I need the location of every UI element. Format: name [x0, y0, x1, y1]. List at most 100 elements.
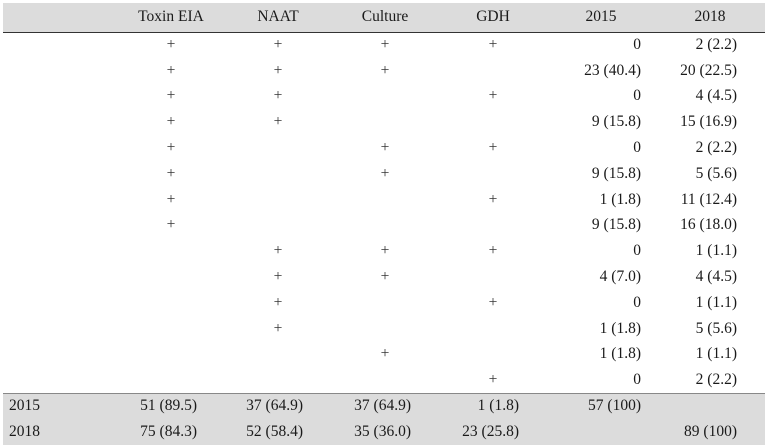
- marker-cell: +: [488, 87, 498, 105]
- marker-cell: +: [380, 139, 390, 157]
- table-row: + + +0 2 (2.2): [3, 135, 765, 161]
- summary-year-label: 2015: [3, 392, 117, 420]
- count-2018-cell: 2 (2.2): [695, 371, 737, 388]
- marker-cell: +: [273, 242, 283, 260]
- count-2018-cell: 5 (5.6): [695, 164, 737, 182]
- marker-cell: +: [273, 293, 283, 311]
- marker-cell: [225, 135, 331, 161]
- count-2015-cell: 0: [633, 371, 641, 388]
- summary-value-cell: 23 (25.8): [462, 423, 519, 441]
- summary-value-cell: 37 (64.9): [225, 392, 331, 420]
- count-2015-cell: 0: [633, 139, 641, 157]
- marker-cell: [439, 316, 547, 342]
- row-label-cell: [3, 187, 117, 213]
- summary-value-cell: 75 (84.3): [140, 423, 197, 441]
- table-row: +9 (15.8) 16 (18.0): [3, 213, 765, 239]
- marker-cell: [117, 316, 225, 342]
- header-cell-naat: NAAT: [225, 3, 331, 33]
- row-label-cell: [3, 238, 117, 264]
- count-2015-cell: 0: [633, 293, 641, 311]
- row-label-cell: [3, 58, 117, 84]
- marker-cell: [117, 342, 225, 368]
- row-label-cell: [3, 84, 117, 110]
- marker-cell: [331, 290, 439, 316]
- table-row: + +9 (15.8) 15 (16.9): [3, 109, 765, 135]
- marker-cell: [331, 187, 439, 213]
- summary-total-2015: [547, 419, 655, 445]
- table-row: + +9 (15.8) 5 (5.6): [3, 161, 765, 187]
- table-row: + +1 (1.8) 11 (12.4): [3, 187, 765, 213]
- summary-value-cell: 52 (58.4): [246, 423, 303, 441]
- marker-cell: [117, 264, 225, 290]
- marker-cell: [225, 161, 331, 187]
- marker-cell: [331, 109, 439, 135]
- summary-row: 2018 75 (84.3) 52 (58.4) 35 (36.0) 23 (25.8)…: [3, 419, 765, 445]
- count-2018-cell: 20 (22.5): [680, 61, 737, 79]
- count-2018-cell: 2 (2.2): [695, 36, 737, 54]
- summary-total-2018: 89 (100): [684, 423, 737, 441]
- row-label-cell: [3, 161, 117, 187]
- table-header: Toxin EIA NAAT Culture GDH 2015 2018: [3, 3, 765, 33]
- table-row: +1 (1.8) 1 (1.1): [3, 342, 765, 368]
- marker-cell: +: [166, 61, 176, 79]
- row-label-cell: [3, 316, 117, 342]
- marker-cell: [331, 316, 439, 342]
- count-2015-cell: 0: [633, 242, 641, 260]
- header-cell-2015: 2015: [547, 3, 655, 33]
- count-2015-cell: 1 (1.8): [599, 319, 641, 337]
- row-label-cell: [3, 213, 117, 239]
- count-2015-cell: 23 (40.4): [584, 61, 641, 79]
- marker-cell: +: [380, 345, 390, 363]
- count-2015-cell: 9 (15.8): [591, 164, 641, 182]
- count-2018-cell: 1 (1.1): [695, 345, 737, 363]
- marker-cell: +: [488, 36, 498, 54]
- summary-value-cell: 51 (89.5): [117, 392, 225, 420]
- table-row: +1 (1.8) 5 (5.6): [3, 316, 765, 342]
- marker-cell: +: [166, 190, 176, 208]
- header-cell-2018: 2018: [655, 3, 765, 33]
- marker-cell: +: [166, 36, 176, 54]
- header-cell-toxin-eia: Toxin EIA: [117, 3, 225, 33]
- marker-cell: [439, 161, 547, 187]
- marker-cell: +: [273, 36, 283, 54]
- header-cell-culture: Culture: [331, 3, 439, 33]
- marker-cell: [117, 367, 225, 393]
- header-cell-gdh: GDH: [439, 3, 547, 33]
- marker-cell: [331, 84, 439, 110]
- marker-cell: +: [380, 242, 390, 260]
- marker-cell: [439, 264, 547, 290]
- marker-cell: +: [273, 113, 283, 131]
- table-body: + + + +0 2 (2.2) + + +23 (40.4) 20 (22.5) + + +0 4 (…: [3, 32, 765, 445]
- results-table: Toxin EIA NAAT Culture GDH 2015 2018 + + +…: [3, 3, 765, 445]
- summary-total-2015: 57 (100): [547, 392, 655, 420]
- table-row: + + +0 1 (1.1): [3, 238, 765, 264]
- row-label-cell: [3, 264, 117, 290]
- count-2018-cell: 1 (1.1): [695, 293, 737, 311]
- count-2018-cell: 4 (4.5): [695, 268, 737, 286]
- marker-cell: [117, 290, 225, 316]
- marker-cell: +: [488, 242, 498, 260]
- table-row: + +4 (7.0) 4 (4.5): [3, 264, 765, 290]
- marker-cell: [225, 213, 331, 239]
- summary-value-cell: 1 (1.8): [439, 392, 547, 420]
- marker-cell: [439, 109, 547, 135]
- row-label-cell: [3, 109, 117, 135]
- marker-cell: +: [488, 293, 498, 311]
- marker-cell: +: [488, 190, 498, 208]
- summary-row: 2015 51 (89.5) 37 (64.9) 37 (64.9) 1 (1.8) 57…: [3, 392, 765, 420]
- marker-cell: +: [380, 164, 390, 182]
- count-2015-cell: 9 (15.8): [591, 216, 641, 234]
- header-cell-blank: [3, 3, 117, 33]
- row-label-cell: [3, 32, 117, 58]
- count-2015-cell: 4 (7.0): [599, 268, 641, 286]
- marker-cell: [439, 58, 547, 84]
- marker-cell: [225, 342, 331, 368]
- count-2018-cell: 15 (16.9): [680, 113, 737, 131]
- summary-value-cell: 37 (64.9): [331, 392, 439, 420]
- marker-cell: +: [380, 61, 390, 79]
- marker-cell: [331, 367, 439, 393]
- count-2018-cell: 16 (18.0): [680, 216, 737, 234]
- marker-cell: +: [380, 268, 390, 286]
- row-label-cell: [3, 367, 117, 393]
- table-row: + + + +0 2 (2.2): [3, 32, 765, 58]
